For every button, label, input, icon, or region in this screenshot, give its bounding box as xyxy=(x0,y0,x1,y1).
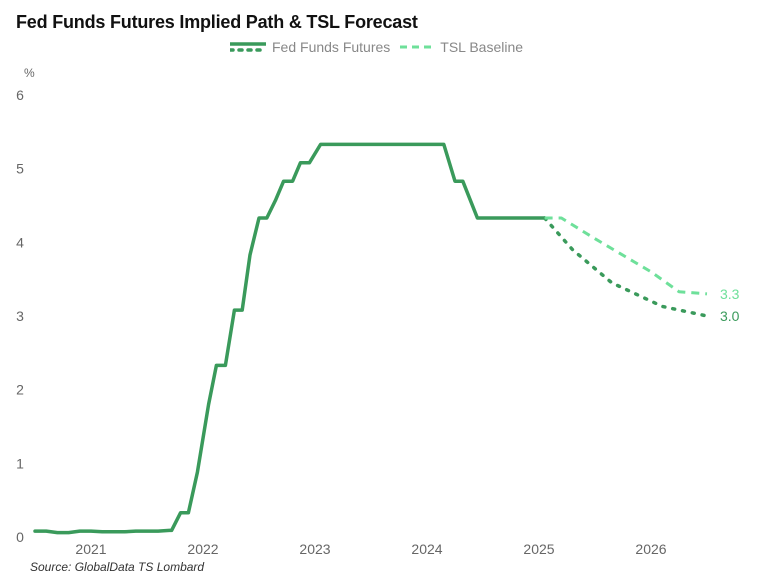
y-axis-unit: % xyxy=(24,66,35,80)
x-tick-label-2023: 2023 xyxy=(299,541,330,557)
chart-source: Source: GlobalData TS Lombard xyxy=(30,560,205,574)
legend-swatch-tsl-baseline xyxy=(400,45,437,49)
legend-swatch-fed-funds-futures xyxy=(230,42,268,52)
y-tick-label-0: 0 xyxy=(16,529,24,545)
end-label-fed-funds-futures: 3.0 xyxy=(720,308,740,324)
x-tick-label-2022: 2022 xyxy=(187,541,218,557)
legend-item-tsl-baseline: TSL Baseline xyxy=(398,39,523,55)
x-tick-label-2025: 2025 xyxy=(523,541,554,557)
x-tick-label-2024: 2024 xyxy=(411,541,442,557)
y-tick-label-3: 3 xyxy=(16,308,24,324)
end-label-tsl-baseline: 3.3 xyxy=(720,286,740,302)
series-line-fed-funds-futures-dotted xyxy=(542,216,709,318)
y-tick-label-2: 2 xyxy=(16,382,24,398)
legend-label-fed-funds-futures: Fed Funds Futures xyxy=(272,39,391,55)
x-tick-label-2021: 2021 xyxy=(75,541,106,557)
y-tick-label-6: 6 xyxy=(16,87,24,103)
legend-item-fed-funds-futures: Fed Funds Futures xyxy=(230,39,390,55)
x-tick-label-2026: 2026 xyxy=(635,541,666,557)
chart-title: Fed Funds Futures Implied Path & TSL For… xyxy=(16,12,418,32)
y-tick-label-1: 1 xyxy=(16,455,24,471)
y-tick-label-4: 4 xyxy=(16,234,24,250)
y-tick-label-5: 5 xyxy=(16,161,24,177)
legend-label-tsl-baseline: TSL Baseline xyxy=(440,39,524,55)
chart-legend: Fed Funds Futures TSL Baseline xyxy=(230,37,523,57)
series-line-tsl-baseline-dashed xyxy=(544,216,708,296)
series-line-fed-funds-futures-solid xyxy=(33,142,547,535)
